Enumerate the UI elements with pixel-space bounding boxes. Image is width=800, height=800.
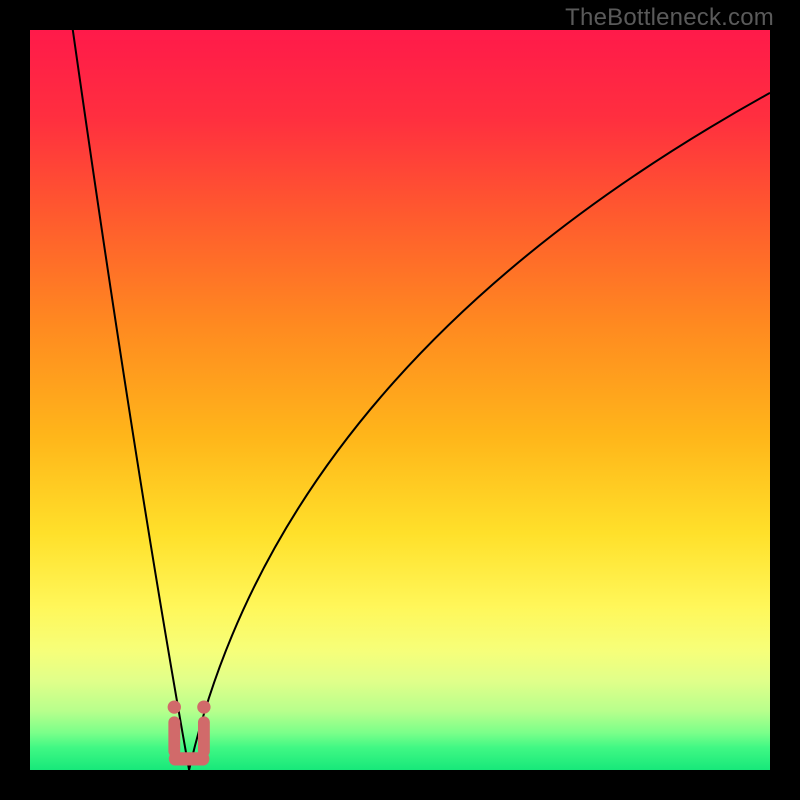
chart-stage: TheBottleneck.com — [0, 0, 800, 800]
v-curve — [71, 30, 770, 770]
valley-marker — [168, 716, 180, 757]
bottleneck-curve — [30, 30, 770, 770]
valley-marker — [169, 752, 210, 765]
plot-area — [30, 30, 770, 770]
valley-marker — [197, 700, 210, 713]
valley-marker — [198, 716, 210, 757]
valley-marker — [168, 700, 181, 713]
watermark-text: TheBottleneck.com — [565, 4, 774, 32]
